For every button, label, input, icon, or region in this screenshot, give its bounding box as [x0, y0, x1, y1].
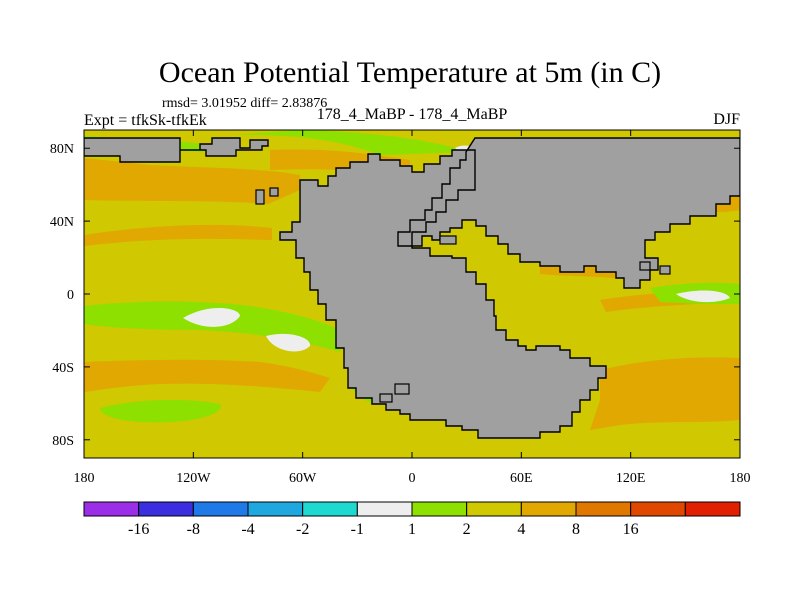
x-tick-label: 180	[730, 471, 751, 486]
colorbar: -16 -8 -4 -2 -1 1 2 4 8 16	[83, 501, 741, 538]
chart-title: Ocean Potential Temperature at 5m (in C)	[159, 56, 661, 89]
chart-subtitle: rmsd= 3.01952 diff= 2.83876	[162, 96, 327, 111]
colorbar-swatch	[575, 501, 632, 517]
colorbar-label: -8	[187, 521, 200, 538]
colorbar-label: 16	[623, 521, 639, 538]
colorbar-swatch	[520, 501, 577, 517]
colorbar-label: 8	[572, 521, 580, 538]
season-label: DJF	[713, 111, 740, 128]
land-island-6	[394, 383, 410, 395]
x-tick-label: 60E	[510, 471, 533, 486]
land-island-3	[255, 189, 265, 205]
x-tick-label: 180	[74, 471, 95, 486]
colorbar-swatch	[192, 501, 249, 517]
colorbar-swatch	[684, 501, 741, 517]
experiment-label: Expt = tfkSk-tfkEk	[84, 112, 207, 129]
x-tick-label: 120E	[616, 471, 646, 486]
colorbar-swatch	[83, 501, 140, 517]
land-island-5	[439, 235, 457, 245]
colorbar-swatch	[411, 501, 468, 517]
colorbar-label: 4	[517, 521, 525, 538]
colorbar-label: -4	[241, 521, 254, 538]
colorbar-label: 1	[408, 521, 416, 538]
axis-ticks: 180 120W 60W 0 60E 120E 180 80N 40N 0 40S 80S	[50, 130, 751, 486]
y-tick-label: 0	[67, 288, 74, 303]
colorbar-swatch	[356, 501, 413, 517]
y-tick-label: 80N	[50, 142, 74, 157]
map-field	[84, 130, 740, 458]
land-island-4	[269, 187, 279, 197]
x-tick-label: 0	[409, 471, 416, 486]
x-tick-label: 120W	[176, 471, 211, 486]
neutral-regions	[183, 145, 730, 352]
colorbar-swatch	[138, 501, 194, 517]
x-tick-label: 60W	[289, 471, 317, 486]
land-island-7	[379, 393, 393, 403]
colorbar-label: -1	[351, 521, 364, 538]
colorbar-label: -2	[296, 521, 309, 538]
land-mask	[84, 137, 740, 439]
colorbar-label: 2	[463, 521, 471, 538]
colorbar-swatch	[247, 501, 304, 517]
colorbar-swatch	[466, 501, 522, 517]
colorbar-swatch	[302, 501, 358, 517]
land-island-2	[659, 265, 671, 275]
y-tick-label: 80S	[52, 434, 74, 449]
colorbar-label: -16	[128, 521, 149, 538]
comparison-label: 178_4_MaBP - 178_4_MaBP	[317, 106, 508, 123]
land-island-1	[639, 261, 651, 271]
y-tick-label: 40N	[50, 215, 74, 230]
y-tick-label: 40S	[52, 361, 74, 376]
colorbar-swatch	[630, 501, 686, 517]
